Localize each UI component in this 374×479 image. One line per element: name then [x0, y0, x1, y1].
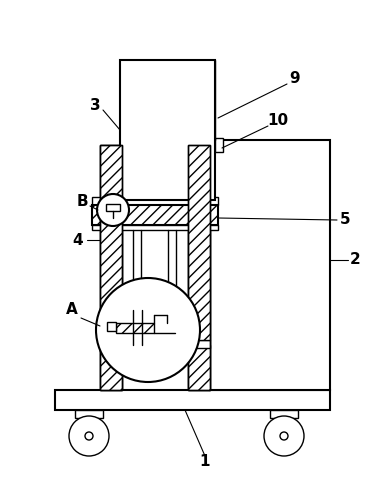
Bar — [188, 345, 210, 390]
Circle shape — [280, 432, 288, 440]
Text: 9: 9 — [290, 70, 300, 85]
Text: 2: 2 — [350, 252, 361, 267]
Circle shape — [69, 416, 109, 456]
Bar — [107, 322, 116, 331]
Text: 4: 4 — [73, 232, 83, 248]
Circle shape — [264, 416, 304, 456]
Circle shape — [85, 432, 93, 440]
Text: 5: 5 — [340, 213, 350, 228]
Bar — [92, 205, 218, 225]
Bar — [116, 323, 154, 333]
Bar — [120, 60, 215, 200]
Text: 3: 3 — [90, 98, 100, 113]
Bar — [92, 225, 218, 230]
Bar — [100, 345, 122, 390]
Circle shape — [96, 278, 200, 382]
Bar — [100, 145, 122, 340]
Bar — [188, 145, 210, 340]
Bar — [106, 204, 120, 211]
Circle shape — [97, 194, 129, 226]
Text: A: A — [66, 303, 78, 318]
Bar — [188, 145, 210, 390]
Bar — [210, 140, 330, 390]
Bar — [270, 410, 298, 418]
Text: 1: 1 — [200, 455, 210, 469]
Text: B: B — [76, 194, 88, 209]
Bar — [100, 340, 210, 348]
Bar — [215, 138, 223, 152]
Bar — [92, 197, 218, 205]
Bar — [188, 145, 210, 390]
Text: 10: 10 — [267, 113, 289, 127]
Bar — [75, 410, 103, 418]
Bar — [100, 145, 122, 390]
Bar — [100, 145, 122, 390]
Bar — [55, 390, 330, 410]
